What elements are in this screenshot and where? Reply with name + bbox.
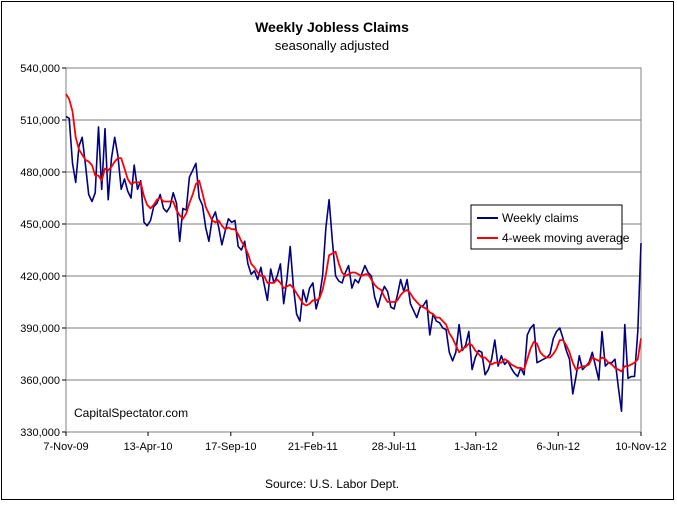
series-line-moving-average — [65, 93, 642, 373]
legend-box — [470, 204, 623, 250]
y-tick-label: 360,000 — [20, 375, 60, 387]
y-tick-label: 330,000 — [20, 427, 60, 439]
y-tick-label: 480,000 — [20, 167, 60, 179]
plot-area-border — [65, 67, 642, 433]
legend-label-moving-average: 4-week moving average — [502, 231, 630, 245]
legend-label-weekly-claims: Weekly claims — [502, 211, 578, 225]
x-tick-label: 28-Jul-11 — [372, 441, 417, 453]
x-tick-label: 7-Nov-09 — [43, 441, 88, 453]
watermark-text: CapitalSpectator.com — [74, 406, 188, 420]
y-tick-label: 450,000 — [20, 219, 60, 231]
y-tick-label: 420,000 — [20, 271, 60, 283]
x-tick-label: 1-Jan-12 — [454, 441, 497, 453]
y-tick-label: 510,000 — [20, 115, 60, 127]
y-tick-label: 540,000 — [20, 63, 60, 75]
y-axis-ticks: 330,000 360,000 390,000 420,000 450,000 480,0… — [20, 63, 66, 439]
chart-subtitle: seasonally adjusted — [275, 38, 389, 53]
x-tick-label: 17-Sep-10 — [205, 441, 256, 453]
series-line-weekly-claims — [65, 115, 642, 413]
legend: Weekly claims 4-week moving average — [470, 204, 630, 250]
gridlines — [66, 119, 641, 381]
x-tick-label: 10-Nov-12 — [615, 441, 666, 453]
series-lines — [65, 93, 642, 413]
y-tick-label: 390,000 — [20, 323, 60, 335]
x-axis-ticks: 7-Nov-09 13-Apr-10 17-Sep-10 21-Feb-11 28-Ju… — [43, 432, 667, 453]
x-tick-label: 13-Apr-10 — [124, 441, 173, 453]
x-tick-label: 21-Feb-11 — [288, 441, 338, 453]
chart-title: Weekly Jobless Claims — [255, 19, 409, 35]
x-tick-label: 6-Jun-12 — [537, 441, 580, 453]
source-note: Source: U.S. Labor Dept. — [265, 477, 399, 491]
